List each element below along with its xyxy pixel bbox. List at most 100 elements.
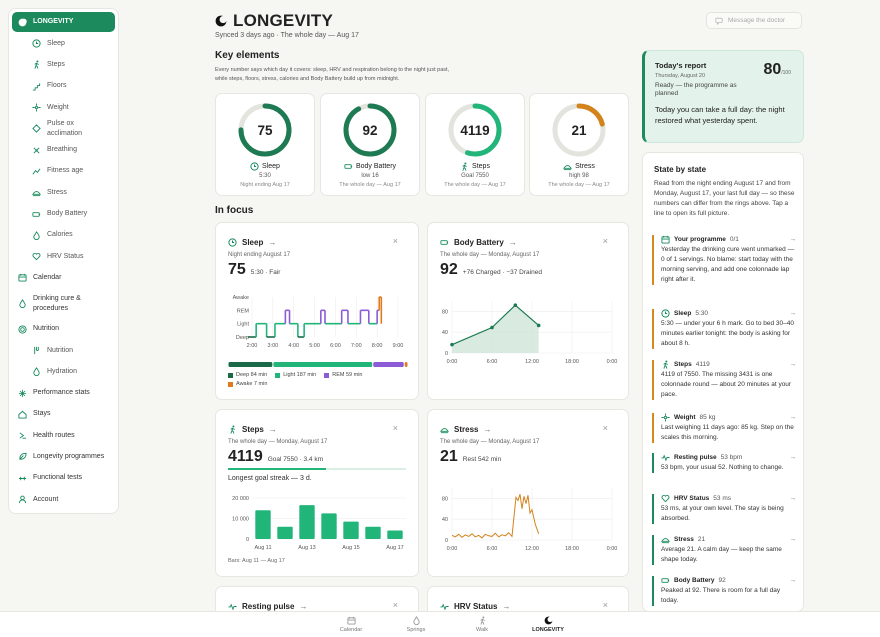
bottom-nav-longevity[interactable]: LONGEVITY — [518, 616, 578, 633]
steps-card-detail: Goal 7550 · 3.4 km — [267, 456, 323, 463]
state-item-hrv-status[interactable]: HRV Status 53 ms → 53 ms, at your own level… — [652, 494, 796, 524]
y-tick-label: Light — [237, 322, 249, 328]
state-item-sleep[interactable]: Sleep 5:30 → 5:30 — under your 6 h mark. Go… — [652, 309, 796, 349]
state-item-name: Your programme — [674, 236, 726, 243]
sidebar-item-weight[interactable]: Weight — [12, 97, 115, 118]
bottom-nav-springs[interactable]: Springs — [386, 616, 446, 633]
sidebar-item-stress[interactable]: Stress — [12, 182, 115, 203]
calendar-icon — [18, 274, 27, 282]
sidebar-item-floors[interactable]: Floors — [12, 76, 115, 97]
key-card-date: Night ending Aug 17 — [240, 182, 290, 188]
sidebar-item-steps[interactable]: Steps — [12, 54, 115, 75]
close-icon[interactable]: × — [602, 600, 608, 610]
progress-ring — [238, 103, 292, 157]
steps-card-value: 4119 — [228, 448, 263, 465]
sidebar-item-label: Fitness age — [47, 167, 84, 175]
close-icon[interactable]: × — [392, 423, 398, 433]
sidebar-item-body-battery[interactable]: Body Battery — [12, 203, 115, 224]
in-focus-title: In focus — [215, 205, 254, 216]
state-title: State by state — [654, 165, 707, 174]
sidebar-item-breathing[interactable]: Breathing — [12, 139, 115, 160]
sidebar-item-nutrition[interactable]: Nutrition — [12, 340, 115, 361]
sidebar-item-label: Weight — [47, 103, 69, 111]
moon-icon — [544, 616, 553, 625]
body-battery-card-detail: +76 Charged · −37 Drained — [462, 269, 542, 276]
sidebar-item-performance-stats[interactable]: Performance stats — [12, 382, 115, 403]
sidebar-item-calendar[interactable]: Calendar — [12, 267, 115, 288]
x-tick-label: 0:00 — [447, 546, 458, 552]
state-item-value: 0/1 — [729, 236, 739, 243]
walk-icon — [479, 616, 485, 625]
sidebar-item-health-routes[interactable]: Health routes — [12, 425, 115, 446]
sidebar-item-label: Stress — [47, 188, 67, 196]
state-item-resting-pulse[interactable]: Resting pulse 53 bpm → 53 bpm, your usual 5… — [652, 453, 796, 473]
state-item-stress[interactable]: Stress 21 → Average 21. A calm day — keep t… — [652, 535, 796, 565]
sidebar-item-sleep[interactable]: Sleep — [12, 33, 115, 54]
calendar-icon — [346, 616, 356, 625]
sleep-legend: Deep 84 min Light 187 min REM 59 min Awake … — [228, 372, 398, 387]
data-point — [450, 342, 454, 347]
body-battery-card[interactable]: Body Battery → × The whole day — Monday, … — [427, 222, 629, 400]
close-icon[interactable]: × — [602, 236, 608, 246]
stress-card-title: Stress — [454, 425, 479, 434]
heart-icon — [661, 495, 670, 503]
key-card-sub: high 98 — [569, 173, 589, 179]
key-card-label-row: Steps — [426, 162, 524, 171]
x-tick-label: 6:00 — [487, 359, 498, 365]
bar — [255, 510, 271, 539]
route-icon — [19, 432, 27, 439]
state-item-header: Sleep 5:30 → — [661, 309, 796, 318]
sidebar-item-label: Calendar — [33, 273, 62, 281]
key-card-steps[interactable]: 4119 Steps Goal 7550 The whole day — Aug 17 — [425, 93, 525, 196]
stress-card[interactable]: Stress → × The whole day — Monday, August… — [427, 409, 629, 577]
key-elements-intro: Every number says which day it covers: s… — [215, 67, 450, 82]
x-tick-label: 6:00 — [487, 546, 498, 552]
state-item-text: 5:30 — under your 6 h mark. Go to bed 30… — [661, 320, 794, 347]
arrow-right-icon: → — [789, 536, 797, 543]
close-icon[interactable]: × — [392, 236, 398, 246]
sidebar-item-hydration[interactable]: Hydration — [12, 361, 115, 382]
message-doctor-button[interactable]: Message the doctor — [706, 12, 802, 29]
progress-ring — [343, 103, 397, 157]
state-item-your-programme[interactable]: Your programme 0/1 → Yesterday the drinking… — [652, 235, 796, 285]
sidebar-item-longevity[interactable]: LONGEVITY — [12, 12, 115, 32]
battery-icon — [661, 578, 670, 583]
sidebar-item-drinking-cure-procedures[interactable]: Drinking cure & procedures — [12, 289, 115, 319]
legend-swatch — [324, 372, 330, 378]
sidebar-item-functional-tests[interactable]: Functional tests — [12, 468, 115, 489]
state-item-weight[interactable]: Weight 85 kg → Last weighing 11 days ago: 8… — [652, 413, 796, 443]
key-card-stress[interactable]: 21 Stress high 98 The whole day — Aug 17 — [529, 93, 629, 196]
pulse-icon — [661, 454, 670, 462]
close-icon[interactable]: × — [602, 423, 608, 433]
state-item-body-battery[interactable]: Body Battery 92 → Peaked at 92. There is ro… — [652, 576, 796, 606]
sidebar-item-account[interactable]: Account — [12, 489, 115, 510]
calendar-icon — [661, 235, 670, 244]
steps-footnote: Bars: Aug 11 — Aug 17 — [228, 558, 285, 564]
page-header: LONGEVITY — [215, 11, 333, 31]
key-card-sleep[interactable]: 75 Sleep 5:30 Night ending Aug 17 — [215, 93, 315, 196]
sidebar-item-calories[interactable]: Calories — [12, 225, 115, 246]
report-status: Ready — the programme as planned — [655, 82, 737, 97]
sidebar-item-hrv-status[interactable]: HRV Status — [12, 246, 115, 267]
legend-swatch — [228, 381, 233, 387]
key-card-body-battery[interactable]: 92 Body Battery low 16 The whole day — Aug … — [320, 93, 420, 196]
close-icon[interactable]: × — [392, 600, 398, 610]
sidebar-item-pulse-ox-acclimation[interactable]: Pulse ox acclimation — [12, 118, 115, 139]
arrow-right-icon: → — [268, 238, 277, 247]
sleep-card-title: Sleep — [242, 238, 264, 247]
sidebar-item-stays[interactable]: Stays — [12, 404, 115, 425]
sidebar-item-label: Hydration — [47, 367, 77, 375]
steps-card[interactable]: Steps → × The whole day — Monday, August … — [215, 409, 419, 577]
key-card-date: The whole day — Aug 17 — [444, 182, 506, 188]
bottom-nav-walk[interactable]: Walk — [452, 616, 512, 633]
moon-icon — [215, 15, 227, 27]
sidebar-item-nutrition[interactable]: Nutrition — [12, 319, 115, 340]
bottom-nav-calendar[interactable]: Calendar — [321, 616, 381, 633]
state-item-steps[interactable]: Steps 4119 → 4119 of 7550. The missing 3431… — [652, 360, 796, 400]
sidebar-item-fitness-age[interactable]: Fitness age — [12, 161, 115, 182]
sleep-card[interactable]: Sleep → × Night ending August 17 75 5:30 ·… — [215, 222, 419, 400]
todays-report[interactable]: Today's report Thursday, August 20 Ready… — [642, 50, 804, 143]
key-card-value: 92 — [362, 123, 378, 138]
y-tick-label: 80 — [442, 309, 448, 315]
sidebar-item-longevity-programmes[interactable]: Longevity programmes — [12, 446, 115, 467]
